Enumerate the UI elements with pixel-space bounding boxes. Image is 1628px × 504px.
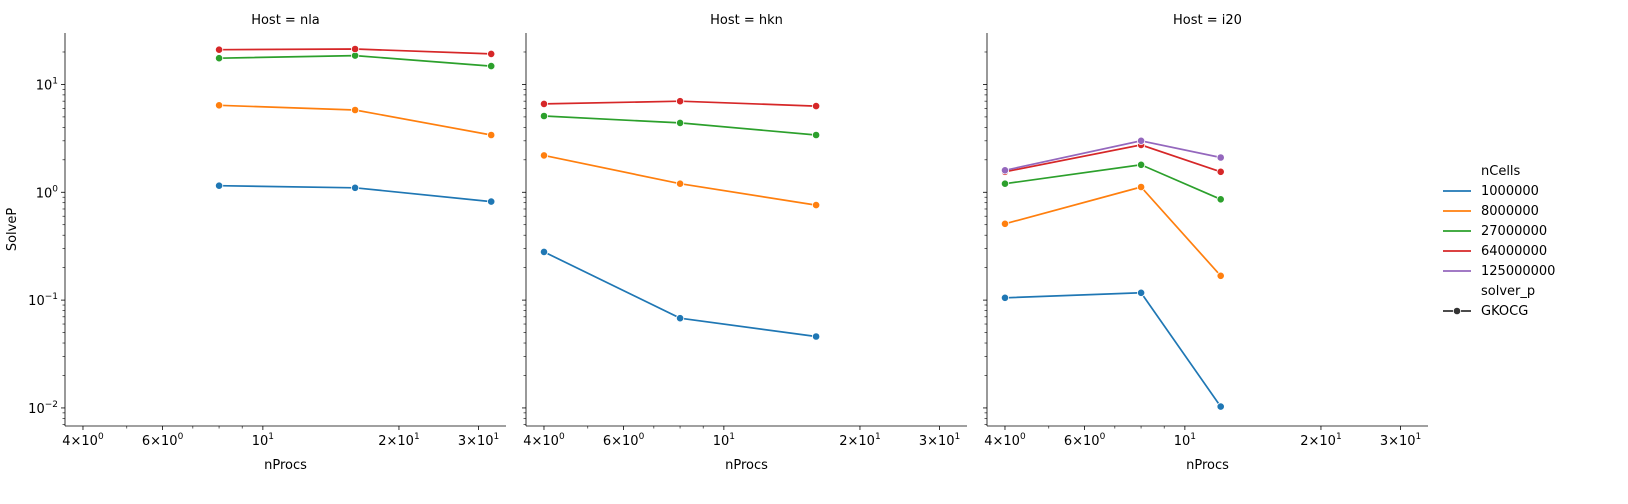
data-point-8000000 [539,151,549,160]
data-point-1000000 [350,183,360,192]
series-line-64000000 [1004,144,1221,173]
x-tick-label: 2×101 [1300,432,1341,449]
data-point-8000000 [487,130,496,140]
data-point-8000000 [1000,219,1010,228]
y-tick-label: 100 [36,184,59,201]
legend-title: nCells [1481,164,1521,179]
data-point-27000000 [1000,179,1010,188]
legend-style-title: solver_p [1481,284,1535,299]
legend-label: 125000000 [1481,264,1555,279]
data-point-1000000 [215,181,224,190]
data-point-8000000 [215,101,224,110]
data-point-64000000 [215,45,224,54]
data-point-1000000 [1000,293,1010,302]
y-tick-label: 10−1 [28,292,58,309]
x-axis-label: nProcs [725,458,768,473]
data-point-125000000 [1000,166,1010,175]
x-tick-label: 2×101 [378,432,419,449]
data-point-1000000 [1137,288,1146,297]
data-point-8000000 [1137,182,1146,192]
legend-label: 8000000 [1481,204,1539,219]
series-line-8000000 [1004,186,1222,277]
x-tick-label: 4×100 [984,432,1026,449]
panel-title: Host = nla [251,13,320,28]
data-point-8000000 [350,105,360,115]
data-point-1000000 [811,332,821,341]
x-tick-label: 101 [713,432,735,449]
data-point-1000000 [675,314,685,323]
data-point-64000000 [539,99,549,109]
x-tick-label: 6×100 [603,432,645,449]
data-point-8000000 [1216,271,1225,280]
x-axis-label: nProcs [1186,458,1229,473]
x-tick-label: 3×101 [1380,432,1421,449]
data-point-27000000 [1216,195,1225,204]
data-point-64000000 [811,102,821,111]
x-tick-label: 6×100 [1064,432,1106,449]
legend-style-marker [1452,306,1462,316]
data-point-27000000 [675,118,685,128]
data-point-125000000 [1216,153,1225,162]
data-point-1000000 [539,247,549,256]
x-tick-label: 101 [252,432,274,449]
data-point-27000000 [1137,160,1146,169]
data-point-1000000 [487,197,496,206]
data-point-125000000 [1137,136,1146,145]
data-point-64000000 [675,97,685,106]
data-point-64000000 [350,44,360,54]
y-tick-label: 10−2 [28,400,58,417]
panel-title: Host = i20 [1173,13,1242,28]
legend-label: 27000000 [1481,224,1547,239]
x-axis-label: nProcs [264,458,307,473]
x-tick-label: 4×100 [62,432,104,449]
legend-style-label: GKOCG [1481,304,1528,319]
legend-label: 1000000 [1481,184,1539,199]
x-tick-label: 101 [1174,432,1196,449]
panel-title: Host = hkn [710,13,783,28]
x-tick-label: 3×101 [919,432,960,449]
data-point-27000000 [539,111,549,121]
legend-label: 64000000 [1481,244,1547,259]
x-tick-label: 2×101 [839,432,880,449]
x-tick-label: 4×100 [523,432,565,449]
data-point-64000000 [1216,167,1225,176]
data-point-64000000 [487,49,496,59]
x-tick-label: 6×100 [142,432,184,449]
y-axis-label: SolveP [5,208,20,252]
data-point-27000000 [215,54,224,63]
data-point-1000000 [1216,402,1225,411]
series-line-1000000 [1004,291,1222,408]
y-tick-label: 101 [36,76,58,93]
data-point-8000000 [675,179,685,188]
data-point-8000000 [811,201,821,210]
data-point-27000000 [811,130,821,140]
x-tick-label: 3×101 [458,432,499,449]
data-point-27000000 [487,61,496,71]
series-line-1000000 [543,251,817,338]
